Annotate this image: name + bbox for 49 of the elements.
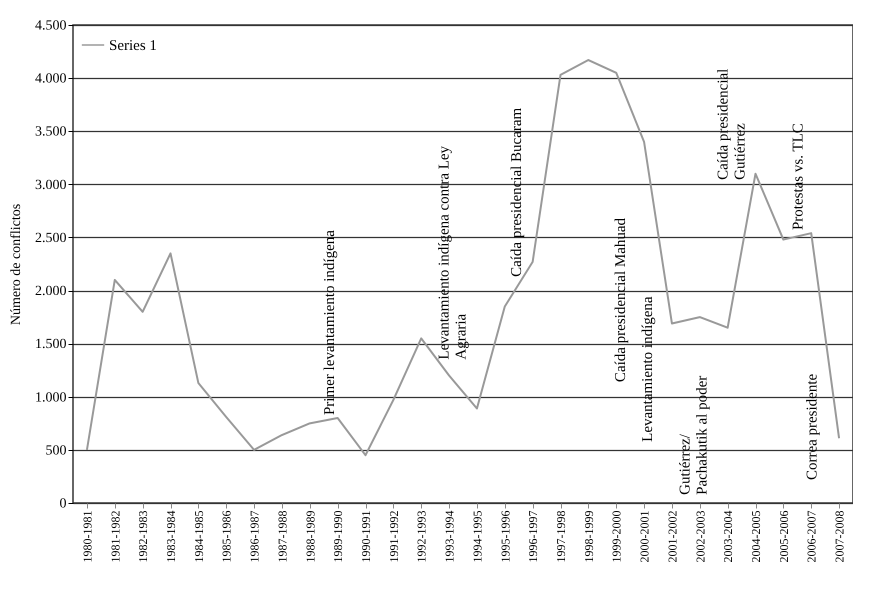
annotation: Gutiérrez/ Pachakutik al poder: [678, 376, 711, 495]
x-tick-label: 1982-1983: [136, 510, 150, 562]
x-tick-label: 1981-1982: [108, 510, 122, 562]
y-tick-label: 3.500: [35, 124, 66, 140]
x-tick-label: 1989-1990: [331, 510, 346, 562]
x-tick-label: 1999-2000: [610, 510, 624, 562]
annotation: Primer levantamiento indígena: [322, 230, 338, 416]
annotation: Levantamiento indígena contra Ley Agraria: [436, 145, 470, 360]
x-tick-label: 1986-1987: [248, 510, 262, 562]
x-tick-label: 2007-2008: [832, 510, 847, 562]
x-tick-label: 2002-2003: [693, 510, 708, 562]
y-tick-label: 3.000: [35, 178, 66, 193]
y-tick-label: 2.500: [35, 230, 66, 246]
x-tick-label: 1988-1989: [303, 510, 318, 562]
y-tick-label: 500: [46, 443, 66, 458]
y-tick-label: 1.000: [35, 390, 66, 406]
x-tick-label: 2004-2005: [749, 510, 763, 562]
annotation: Protestas vs. TLC: [790, 123, 807, 230]
x-tick-label: 1994-1995: [470, 510, 484, 562]
x-tick-label: 1980-1981: [80, 510, 94, 562]
x-tick-label: 2006-2007: [804, 510, 819, 562]
x-tick-label: 1997-1998: [554, 510, 568, 562]
y-tick-label: 0: [60, 496, 66, 512]
y-tick-label: 4.500: [35, 18, 66, 34]
x-tick-label: 2003-2004: [721, 510, 736, 562]
annotation: Caída presidencial Bucaram: [509, 107, 526, 277]
y-axis-title: Número de conflictos: [9, 204, 24, 326]
annotation: Caída presidencial Gutiérrez: [716, 68, 749, 180]
x-tick-label: 1991-1992: [386, 510, 401, 562]
x-tick-label: 1984-1985: [192, 510, 206, 562]
x-tick-label: 1983-1984: [164, 510, 178, 562]
x-tick-label: 1993-1994: [442, 510, 457, 562]
x-tick-label: 1996-1997: [526, 510, 540, 562]
y-tick-label: 1.500: [35, 337, 66, 352]
y-tick-label: 2.000: [35, 284, 66, 300]
x-tick-label: 1992-1993: [414, 510, 429, 562]
x-tick-label: 1987-1988: [275, 510, 290, 562]
annotation: Levantamiento indígena: [640, 296, 656, 442]
annotation: Correa presidente: [804, 374, 821, 480]
y-tick-label: 4.000: [35, 72, 66, 87]
x-tick-label: 1990-1991: [359, 510, 373, 562]
annotation: Caída presidencial Mahuad: [612, 217, 629, 382]
x-tick-label: 2001-2002: [665, 510, 680, 562]
x-tick-label: 2000-2001: [638, 510, 652, 562]
x-tick-label: 1998-1999: [582, 510, 596, 562]
x-tick-label: 1985-1986: [220, 510, 234, 562]
x-tick-label: 2005-2006: [776, 510, 791, 562]
x-tick-label: 1995-1996: [498, 510, 512, 562]
legend-label: Series 1: [109, 38, 157, 54]
